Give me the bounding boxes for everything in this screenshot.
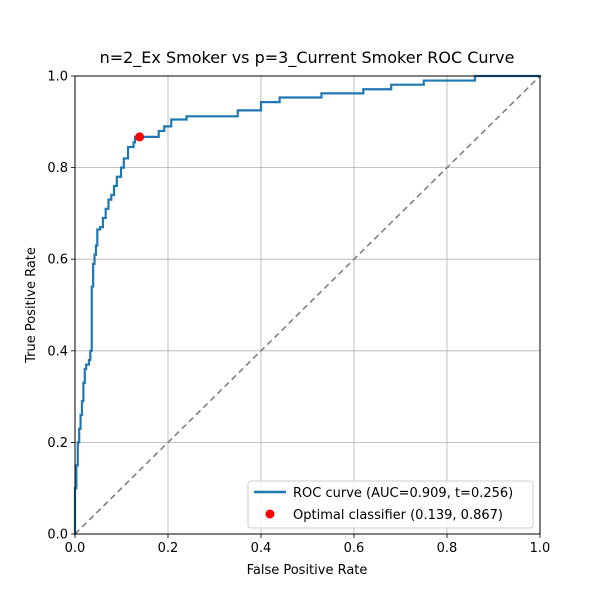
y-axis-title: True Positive Rate (24, 247, 39, 364)
y-tick-label: 0.2 (47, 436, 68, 451)
y-tick-label: 0.4 (47, 344, 68, 359)
x-tick-label: 0.6 (344, 541, 365, 556)
legend-optimal-label: Optimal classifier (0.139, 0.867) (293, 508, 503, 523)
legend-roc-label: ROC curve (AUC=0.909, t=0.256) (293, 486, 513, 501)
y-tick-label: 0.0 (47, 528, 68, 543)
y-tick-label: 0.8 (47, 161, 68, 176)
legend-optimal-swatch (265, 509, 275, 519)
legend: ROC curve (AUC=0.909, t=0.256) Optimal c… (247, 480, 534, 529)
reference-line-group (74, 75, 541, 535)
x-tick-label: 1.0 (530, 541, 551, 556)
x-axis-ticks: 0.0 0.2 0.4 0.6 0.8 1.0 (65, 534, 551, 556)
legend-box (247, 480, 534, 529)
roc-curve-line (73, 74, 542, 536)
x-tick-label: 0.2 (158, 541, 179, 556)
chart-title: n=2_Ex Smoker vs p=3_Current Smoker ROC … (100, 48, 515, 68)
plot-frame (74, 75, 541, 535)
y-tick-label: 0.6 (47, 253, 68, 268)
x-tick-label: 0.0 (65, 541, 86, 556)
y-axis-ticks: 0.0 0.2 0.4 0.6 0.8 1.0 (47, 70, 75, 543)
x-tick-label: 0.8 (437, 541, 458, 556)
optimal-point-group (135, 132, 145, 142)
y-tick-label: 1.0 (47, 70, 68, 85)
x-tick-label: 0.4 (251, 541, 272, 556)
grid-lines (74, 75, 541, 535)
chance-diagonal-line (74, 75, 541, 535)
x-axis-title: False Positive Rate (247, 563, 368, 578)
optimal-classifier-point (135, 132, 145, 142)
roc-series-group (73, 74, 542, 536)
